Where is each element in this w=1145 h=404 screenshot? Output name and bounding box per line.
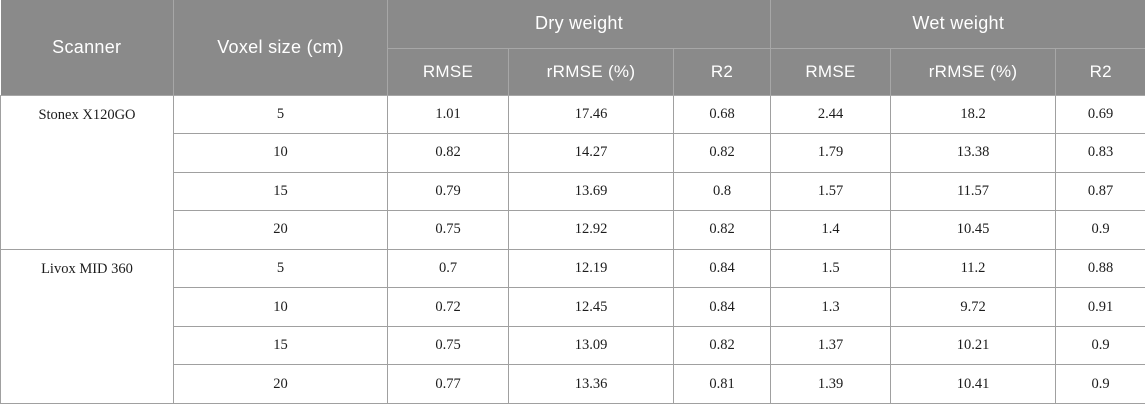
header-row-groups: Scanner Voxel size (cm) Dry weight Wet w… xyxy=(0,0,1145,96)
cell-wet-r2: 0.91 xyxy=(1055,287,1145,327)
cell-wet-rmse: 1.5 xyxy=(770,248,892,289)
cell-voxel: 10 xyxy=(173,287,388,327)
cell-voxel: 5 xyxy=(173,248,388,289)
cell-wet-rmse: 1.57 xyxy=(770,171,892,212)
cell-dry-rrmse: 12.19 xyxy=(508,248,674,289)
header-wet-rrmse: rRMSE (%) xyxy=(890,47,1057,96)
cell-dry-rmse: 0.72 xyxy=(387,287,509,327)
header-row-metrics: RMSE rRMSE (%) R2 RMSE rRMSE (%) R2 xyxy=(1,47,1145,96)
cell-voxel: 10 xyxy=(173,133,388,173)
cell-voxel: 20 xyxy=(173,210,388,250)
cell-wet-rmse: 1.79 xyxy=(770,133,892,173)
table-row: 20 0.77 13.36 0.81 1.39 10.41 0.9 xyxy=(1,364,1145,404)
cell-wet-r2: 0.69 xyxy=(1055,94,1145,135)
cell-wet-rmse: 1.39 xyxy=(770,364,892,404)
cell-dry-rrmse: 13.09 xyxy=(508,325,674,366)
cell-dry-rmse: 0.77 xyxy=(387,364,509,404)
cell-wet-rmse: 1.37 xyxy=(770,325,892,366)
cell-wet-rrmse: 11.2 xyxy=(890,248,1057,289)
table-row: Stonex X120GO 5 1.01 17.46 0.68 2.44 18.… xyxy=(0,94,1145,250)
header-dry-weight: Dry weight xyxy=(386,0,772,49)
cell-dry-rrmse: 17.46 xyxy=(508,94,674,135)
cell-voxel: 20 xyxy=(173,364,388,404)
cell-dry-r2: 0.68 xyxy=(672,94,772,135)
cell-wet-rrmse: 11.57 xyxy=(890,171,1057,212)
cell-dry-r2: 0.82 xyxy=(672,210,772,250)
cell-voxel: 15 xyxy=(173,171,388,212)
cell-dry-rrmse: 13.36 xyxy=(508,364,674,404)
table-row: 20 0.75 12.92 0.82 1.4 10.45 0.9 xyxy=(1,210,1145,250)
cell-dry-r2: 0.84 xyxy=(672,248,772,289)
header-dry-rmse: RMSE xyxy=(387,47,509,96)
header-wet-r2: R2 xyxy=(1055,47,1145,96)
cell-wet-rrmse: 13.38 xyxy=(890,133,1057,173)
cell-dry-rrmse: 14.27 xyxy=(508,133,674,173)
cell-dry-rmse: 0.82 xyxy=(387,133,509,173)
cell-wet-rrmse: 10.21 xyxy=(890,325,1057,366)
cell-voxel: 5 xyxy=(173,94,388,135)
table-row: Livox MID 360 5 0.7 12.19 0.84 1.5 11.2 … xyxy=(0,248,1145,404)
cell-wet-r2: 0.9 xyxy=(1055,325,1145,366)
header-scanner: Scanner xyxy=(0,0,174,96)
cell-dry-rmse: 0.7 xyxy=(387,248,509,289)
cell-dry-r2: 0.81 xyxy=(672,364,772,404)
cell-wet-rrmse: 10.41 xyxy=(890,364,1057,404)
cell-wet-r2: 0.88 xyxy=(1055,248,1145,289)
cell-wet-r2: 0.83 xyxy=(1055,133,1145,173)
cell-wet-r2: 0.9 xyxy=(1055,364,1145,404)
cell-wet-rrmse: 9.72 xyxy=(890,287,1057,327)
header-wet-rmse: RMSE xyxy=(770,47,892,96)
cell-voxel: 15 xyxy=(173,325,388,366)
cell-wet-rmse: 1.4 xyxy=(770,210,892,250)
table-row: 15 0.75 13.09 0.82 1.37 10.21 0.9 xyxy=(1,325,1145,366)
cell-dry-r2: 0.82 xyxy=(672,325,772,366)
scanner-name: Livox MID 360 xyxy=(0,248,174,404)
header-dry-rrmse: rRMSE (%) xyxy=(508,47,674,96)
table-row: 10 0.72 12.45 0.84 1.3 9.72 0.91 xyxy=(1,287,1145,327)
cell-wet-rmse: 1.3 xyxy=(770,287,892,327)
header-dry-r2: R2 xyxy=(672,47,772,96)
cell-dry-rmse: 0.75 xyxy=(387,325,509,366)
cell-wet-rrmse: 18.2 xyxy=(890,94,1057,135)
table-row: 10 0.82 14.27 0.82 1.79 13.38 0.83 xyxy=(1,133,1145,173)
cell-dry-r2: 0.8 xyxy=(672,171,772,212)
cell-dry-rmse: 0.75 xyxy=(387,210,509,250)
scanner-name: Stonex X120GO xyxy=(0,94,174,250)
header-wet-weight: Wet weight xyxy=(770,0,1145,49)
cell-dry-rrmse: 12.45 xyxy=(508,287,674,327)
cell-dry-r2: 0.82 xyxy=(672,133,772,173)
cell-dry-rmse: 0.79 xyxy=(387,171,509,212)
cell-dry-rmse: 1.01 xyxy=(387,94,509,135)
cell-wet-rmse: 2.44 xyxy=(770,94,892,135)
cell-wet-r2: 0.9 xyxy=(1055,210,1145,250)
cell-wet-rrmse: 10.45 xyxy=(890,210,1057,250)
cell-dry-rrmse: 12.92 xyxy=(508,210,674,250)
table-row: 15 0.79 13.69 0.8 1.57 11.57 0.87 xyxy=(1,171,1145,212)
cell-wet-r2: 0.87 xyxy=(1055,171,1145,212)
header-voxel-size: Voxel size (cm) xyxy=(173,0,388,96)
cell-dry-rrmse: 13.69 xyxy=(508,171,674,212)
cell-dry-r2: 0.84 xyxy=(672,287,772,327)
